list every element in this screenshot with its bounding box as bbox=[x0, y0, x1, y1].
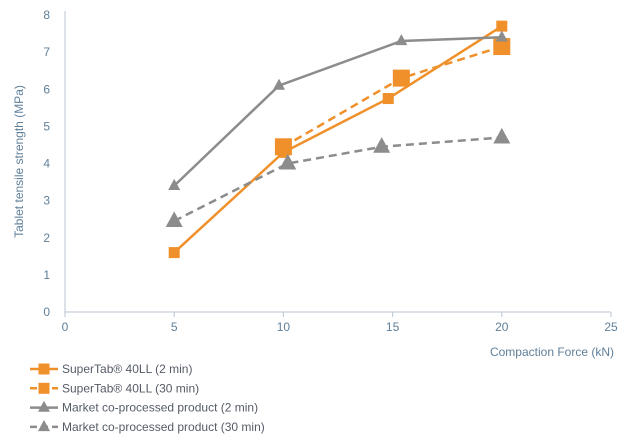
series-layer bbox=[165, 20, 511, 259]
y-tick-label: 0 bbox=[43, 305, 50, 319]
y-tick-label: 6 bbox=[43, 82, 50, 96]
y-tick-label: 8 bbox=[43, 8, 50, 22]
legend-label: Market co-processed product (2 min) bbox=[62, 401, 258, 415]
y-tick-label: 5 bbox=[43, 119, 50, 133]
legend-marker bbox=[38, 382, 50, 394]
data-point bbox=[493, 127, 511, 144]
x-tick-label: 25 bbox=[604, 320, 618, 334]
y-tick-label: 4 bbox=[43, 157, 50, 171]
x-tick-label: 15 bbox=[386, 320, 400, 334]
data-point bbox=[279, 153, 297, 170]
series-2 bbox=[274, 38, 511, 156]
data-point bbox=[165, 211, 183, 227]
legend-label: SuperTab® 40LL (2 min) bbox=[62, 362, 192, 376]
data-point bbox=[392, 69, 410, 87]
y-tick-label: 7 bbox=[43, 45, 50, 59]
y-tick-label: 2 bbox=[43, 231, 50, 245]
series-1 bbox=[168, 20, 508, 259]
data-point bbox=[274, 138, 292, 156]
y-tick-label: 3 bbox=[43, 194, 50, 208]
data-point bbox=[168, 247, 180, 259]
legend: SuperTab® 40LL (2 min) SuperTab® 40LL (30… bbox=[30, 362, 265, 434]
data-point bbox=[493, 38, 511, 56]
series-line bbox=[173, 36, 502, 187]
data-point bbox=[373, 137, 391, 153]
y-axis-title: Tablet tensile strength (MPa) bbox=[12, 85, 26, 238]
data-point bbox=[168, 178, 181, 190]
data-point bbox=[382, 93, 394, 105]
legend-item: SuperTab® 40LL (30 min) bbox=[30, 381, 199, 395]
legend-item: SuperTab® 40LL (2 min) bbox=[30, 362, 192, 376]
legend-label: SuperTab® 40LL (30 min) bbox=[62, 381, 199, 395]
legend-item: Market co-processed product (2 min) bbox=[30, 401, 258, 415]
legend-item: Market co-processed product (30 min) bbox=[30, 420, 265, 434]
series-line bbox=[173, 136, 502, 223]
x-axis-title: Compaction Force (kN) bbox=[490, 345, 614, 359]
axes: 0 5 10 15 20 25 0 1 2 3 4 5 6 7 8 Tablet tensile streng… bbox=[12, 8, 618, 359]
series-4 bbox=[165, 127, 511, 227]
x-tick-label: 20 bbox=[495, 320, 509, 334]
series-line bbox=[173, 25, 503, 254]
legend-marker bbox=[38, 400, 50, 412]
legend-label: Market co-processed product (30 min) bbox=[62, 420, 265, 434]
x-tick-label: 10 bbox=[277, 320, 291, 334]
series-3 bbox=[168, 30, 508, 190]
x-tick-label: 5 bbox=[171, 320, 178, 334]
legend-marker bbox=[38, 363, 50, 375]
data-point bbox=[273, 78, 286, 90]
data-point bbox=[395, 34, 408, 46]
data-point bbox=[496, 20, 508, 32]
x-tick-label: 0 bbox=[62, 320, 69, 334]
data-point bbox=[495, 30, 508, 42]
y-tick-label: 1 bbox=[43, 268, 50, 282]
legend-marker bbox=[38, 420, 50, 432]
